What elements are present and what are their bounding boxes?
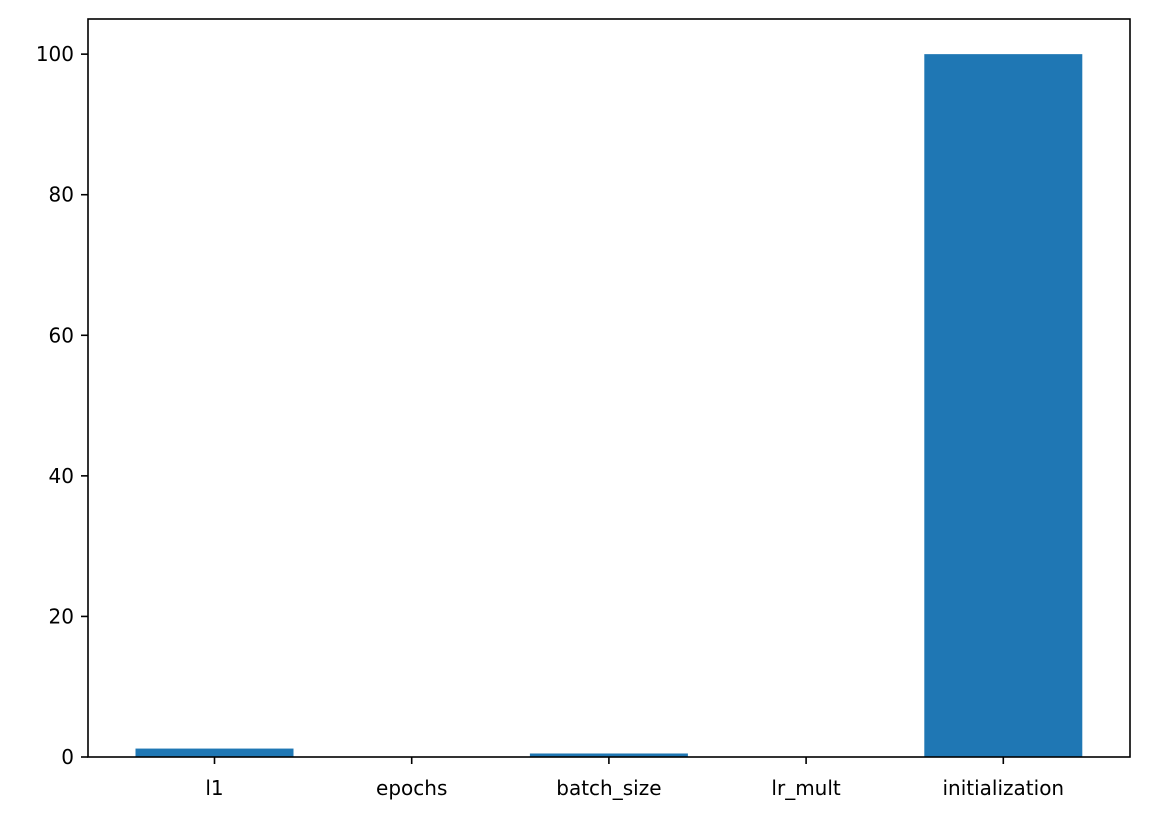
y-tick-label: 0 bbox=[61, 745, 74, 769]
y-tick-label: 60 bbox=[49, 323, 74, 347]
bar-l1 bbox=[135, 748, 294, 757]
x-tick-label: l1 bbox=[205, 776, 223, 800]
x-tick-label: initialization bbox=[942, 776, 1064, 800]
x-tick-label: epochs bbox=[376, 776, 447, 800]
y-tick-label: 100 bbox=[36, 42, 74, 66]
x-axis: l1 epochs batch_size lr_mult initialization bbox=[205, 757, 1064, 800]
x-tick-label: batch_size bbox=[556, 776, 661, 800]
y-axis: 0 20 40 60 80 100 bbox=[36, 42, 88, 769]
bars bbox=[135, 54, 1083, 757]
x-tick-label: lr_mult bbox=[771, 776, 840, 800]
bar-batch_size bbox=[529, 753, 688, 757]
bar-initialization bbox=[924, 54, 1083, 757]
y-tick-label: 20 bbox=[49, 604, 74, 628]
y-tick-label: 80 bbox=[49, 183, 74, 207]
y-tick-label: 40 bbox=[49, 464, 74, 488]
plot-frame bbox=[87, 18, 1131, 758]
